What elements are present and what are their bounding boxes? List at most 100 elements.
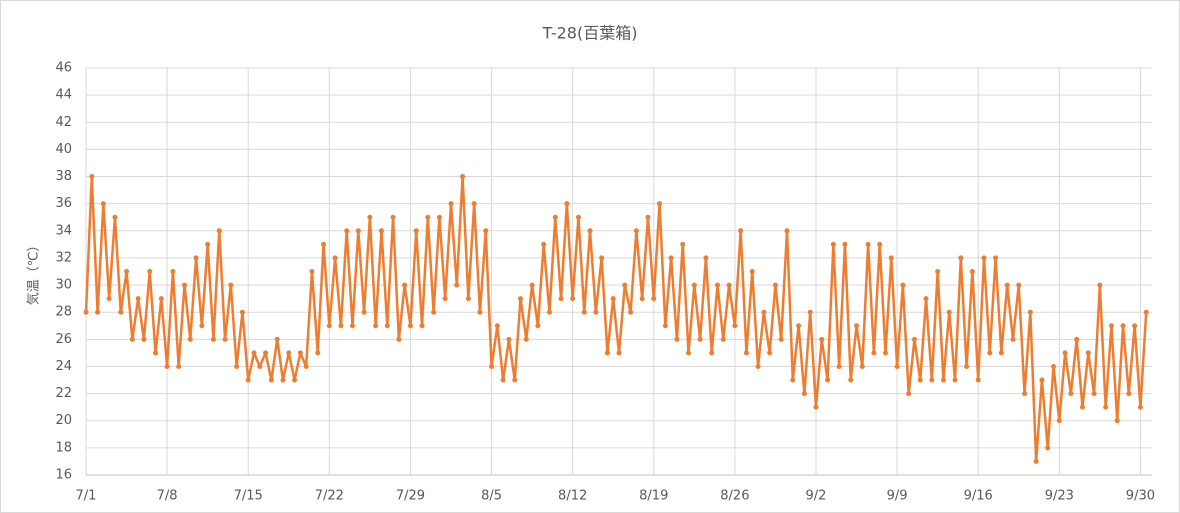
point [1097,282,1103,288]
x-tick-label: 9/16 [964,489,993,504]
point [216,228,222,234]
point [801,391,807,397]
point [558,296,564,302]
point [981,255,987,261]
point [257,363,263,369]
point [546,309,552,315]
point [228,282,234,288]
point [709,350,715,356]
point [234,363,240,369]
point [129,336,135,342]
point [813,404,819,410]
line [84,175,1148,463]
x-tick-label: 7/29 [396,489,425,504]
point [657,201,663,207]
point [373,323,379,329]
point [489,363,495,369]
point [100,201,106,207]
point [854,323,860,329]
point [106,296,112,302]
point [633,228,639,234]
y-tick-label: 34 [55,223,72,238]
y-tick-label: 36 [55,196,72,211]
x-tick-label: 9/2 [806,489,827,504]
point [1062,350,1068,356]
point [286,350,292,356]
point [819,336,825,342]
point [1027,309,1033,315]
x-tick-label: 8/5 [481,489,502,504]
point [703,255,709,261]
point [460,174,466,180]
point [465,296,471,302]
point [749,269,755,274]
point [315,350,321,356]
point [361,309,367,315]
point [680,241,686,247]
x-tick-label: 8/12 [558,489,587,504]
point [1039,377,1045,383]
point [326,323,332,329]
point [274,336,280,342]
point [135,296,141,302]
point [1120,323,1126,329]
y-tick-label: 46 [55,61,72,76]
point [95,309,101,315]
point [714,282,720,288]
point [153,350,159,356]
point [158,296,164,302]
point [842,241,848,247]
point [181,282,187,288]
point [222,336,228,342]
point [239,309,245,315]
point [674,336,680,342]
y-tick-label: 16 [55,468,72,483]
point [1051,363,1057,369]
point [790,377,796,383]
point [975,377,981,383]
y-tick-label: 24 [55,359,72,374]
point [570,296,576,302]
point [848,377,854,383]
x-tick-label: 9/9 [887,489,908,504]
point [523,336,529,342]
point [1045,445,1051,451]
point [923,296,929,302]
point [651,296,657,302]
point [871,350,877,356]
point [575,214,581,220]
point [784,228,790,234]
point [738,228,744,234]
point [199,323,205,329]
x-tick-label: 7/1 [76,489,97,504]
point [686,350,692,356]
x-tick-label: 7/22 [315,489,344,504]
point [604,350,610,356]
point [535,323,541,329]
x-tick-label: 8/26 [720,489,749,504]
point [830,241,836,247]
point [952,377,958,383]
y-tick-label: 28 [55,305,72,320]
point [796,323,802,329]
y-tick-label: 30 [55,278,72,293]
point [141,336,147,342]
point [124,269,130,274]
point [807,309,813,315]
point [147,269,153,274]
point [645,214,651,220]
point [1033,458,1039,464]
y-tick-label: 26 [55,332,72,347]
point [355,228,361,234]
point [1132,323,1138,329]
point [917,377,923,383]
point [1143,309,1149,315]
point [616,350,622,356]
point [1016,282,1022,288]
point [906,391,912,397]
point [396,336,402,342]
point [332,255,338,261]
point [726,282,732,288]
